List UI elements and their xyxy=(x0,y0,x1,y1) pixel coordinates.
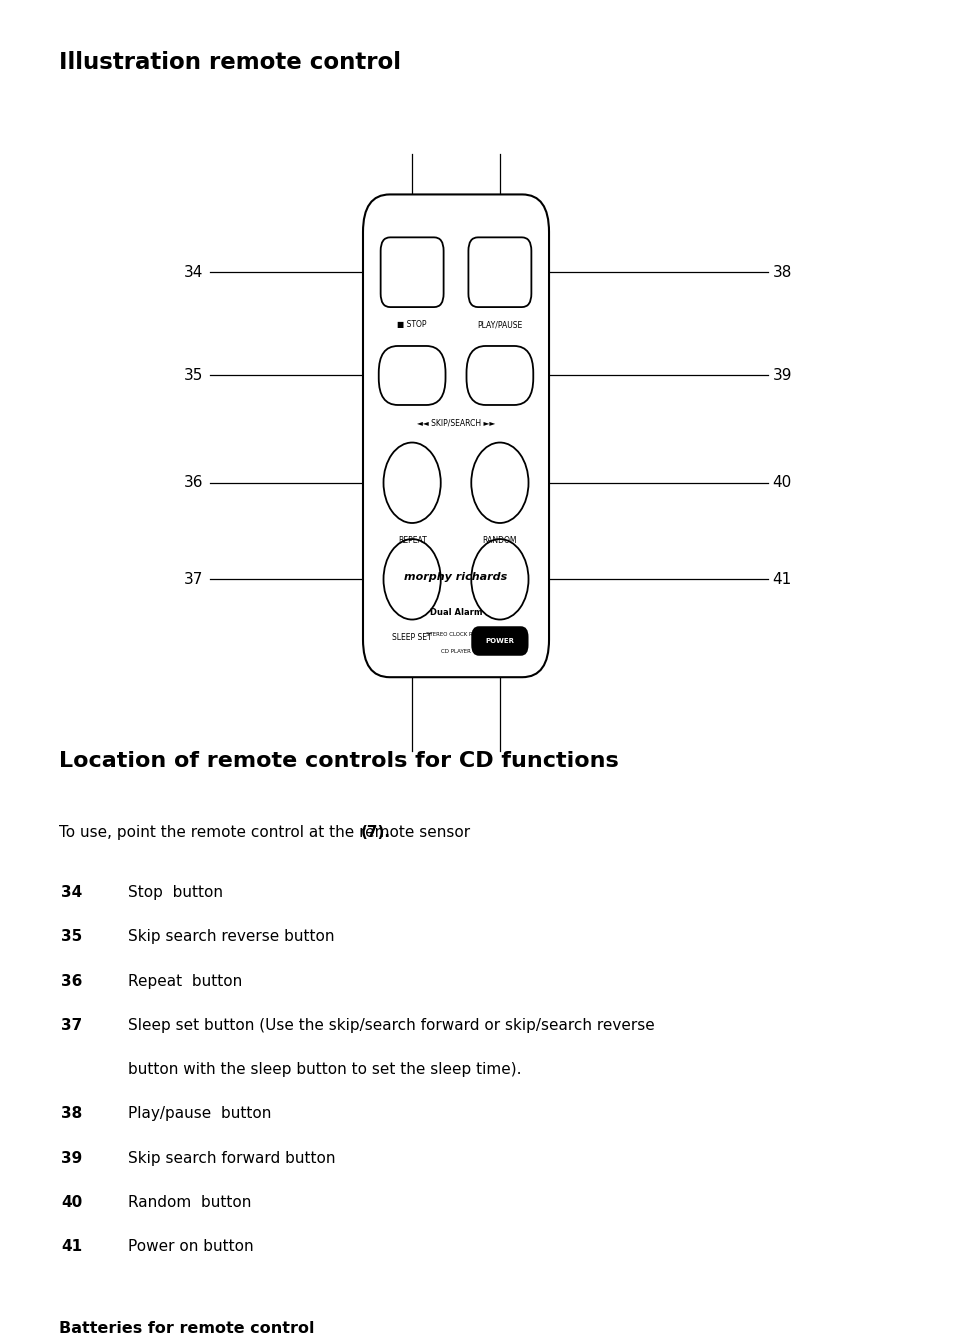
Circle shape xyxy=(383,443,440,523)
Text: 37: 37 xyxy=(184,571,203,587)
Text: 38: 38 xyxy=(61,1106,82,1121)
Text: ◄◄ SKIP/SEARCH ►►: ◄◄ SKIP/SEARCH ►► xyxy=(416,418,495,428)
Text: Play/pause  button: Play/pause button xyxy=(128,1106,271,1121)
Text: Skip search forward button: Skip search forward button xyxy=(128,1151,335,1165)
Text: Power on button: Power on button xyxy=(128,1239,253,1254)
Text: Skip search reverse button: Skip search reverse button xyxy=(128,929,334,944)
FancyBboxPatch shape xyxy=(466,346,533,405)
Text: 35: 35 xyxy=(61,929,82,944)
Text: (7).: (7). xyxy=(360,825,390,839)
Circle shape xyxy=(471,539,528,620)
Text: morphy richards: morphy richards xyxy=(404,571,507,582)
Text: 36: 36 xyxy=(61,974,82,988)
Text: Illustration remote control: Illustration remote control xyxy=(59,51,400,74)
FancyBboxPatch shape xyxy=(471,626,528,656)
Text: Repeat  button: Repeat button xyxy=(128,974,242,988)
Text: 34: 34 xyxy=(184,264,203,280)
Text: 41: 41 xyxy=(772,571,791,587)
Text: button with the sleep button to set the sleep time).: button with the sleep button to set the … xyxy=(128,1062,520,1077)
Text: 41: 41 xyxy=(61,1239,82,1254)
Text: 40: 40 xyxy=(61,1195,82,1210)
FancyBboxPatch shape xyxy=(378,346,445,405)
Text: 40: 40 xyxy=(772,475,791,491)
Text: 39: 39 xyxy=(772,367,791,384)
FancyBboxPatch shape xyxy=(468,237,531,307)
Text: Location of remote controls for CD functions: Location of remote controls for CD funct… xyxy=(59,751,618,771)
Text: STEREO CLOCK RADIO: STEREO CLOCK RADIO xyxy=(425,632,486,637)
Text: SLEEP SET: SLEEP SET xyxy=(392,633,432,642)
Text: 37: 37 xyxy=(61,1018,82,1033)
Text: Batteries for remote control: Batteries for remote control xyxy=(59,1321,314,1336)
Circle shape xyxy=(471,443,528,523)
Text: POWER: POWER xyxy=(485,638,514,644)
Text: ■ STOP: ■ STOP xyxy=(397,320,426,330)
Text: 39: 39 xyxy=(61,1151,82,1165)
Text: 34: 34 xyxy=(61,885,82,900)
Text: CD PLAYER: CD PLAYER xyxy=(440,649,471,654)
Text: Dual Alarm: Dual Alarm xyxy=(429,609,482,617)
Text: Sleep set button (Use the skip/search forward or skip/search reverse: Sleep set button (Use the skip/search fo… xyxy=(128,1018,654,1033)
Text: RANDOM: RANDOM xyxy=(482,536,517,546)
Text: PLAY/PAUSE: PLAY/PAUSE xyxy=(476,320,522,330)
FancyBboxPatch shape xyxy=(362,194,548,677)
Text: 38: 38 xyxy=(772,264,791,280)
Text: 35: 35 xyxy=(184,367,203,384)
Text: To use, point the remote control at the remote sensor: To use, point the remote control at the … xyxy=(59,825,475,839)
Text: Stop  button: Stop button xyxy=(128,885,223,900)
FancyBboxPatch shape xyxy=(380,237,443,307)
Text: 36: 36 xyxy=(184,475,203,491)
Text: Random  button: Random button xyxy=(128,1195,251,1210)
Text: REPEAT: REPEAT xyxy=(397,536,426,546)
Circle shape xyxy=(383,539,440,620)
